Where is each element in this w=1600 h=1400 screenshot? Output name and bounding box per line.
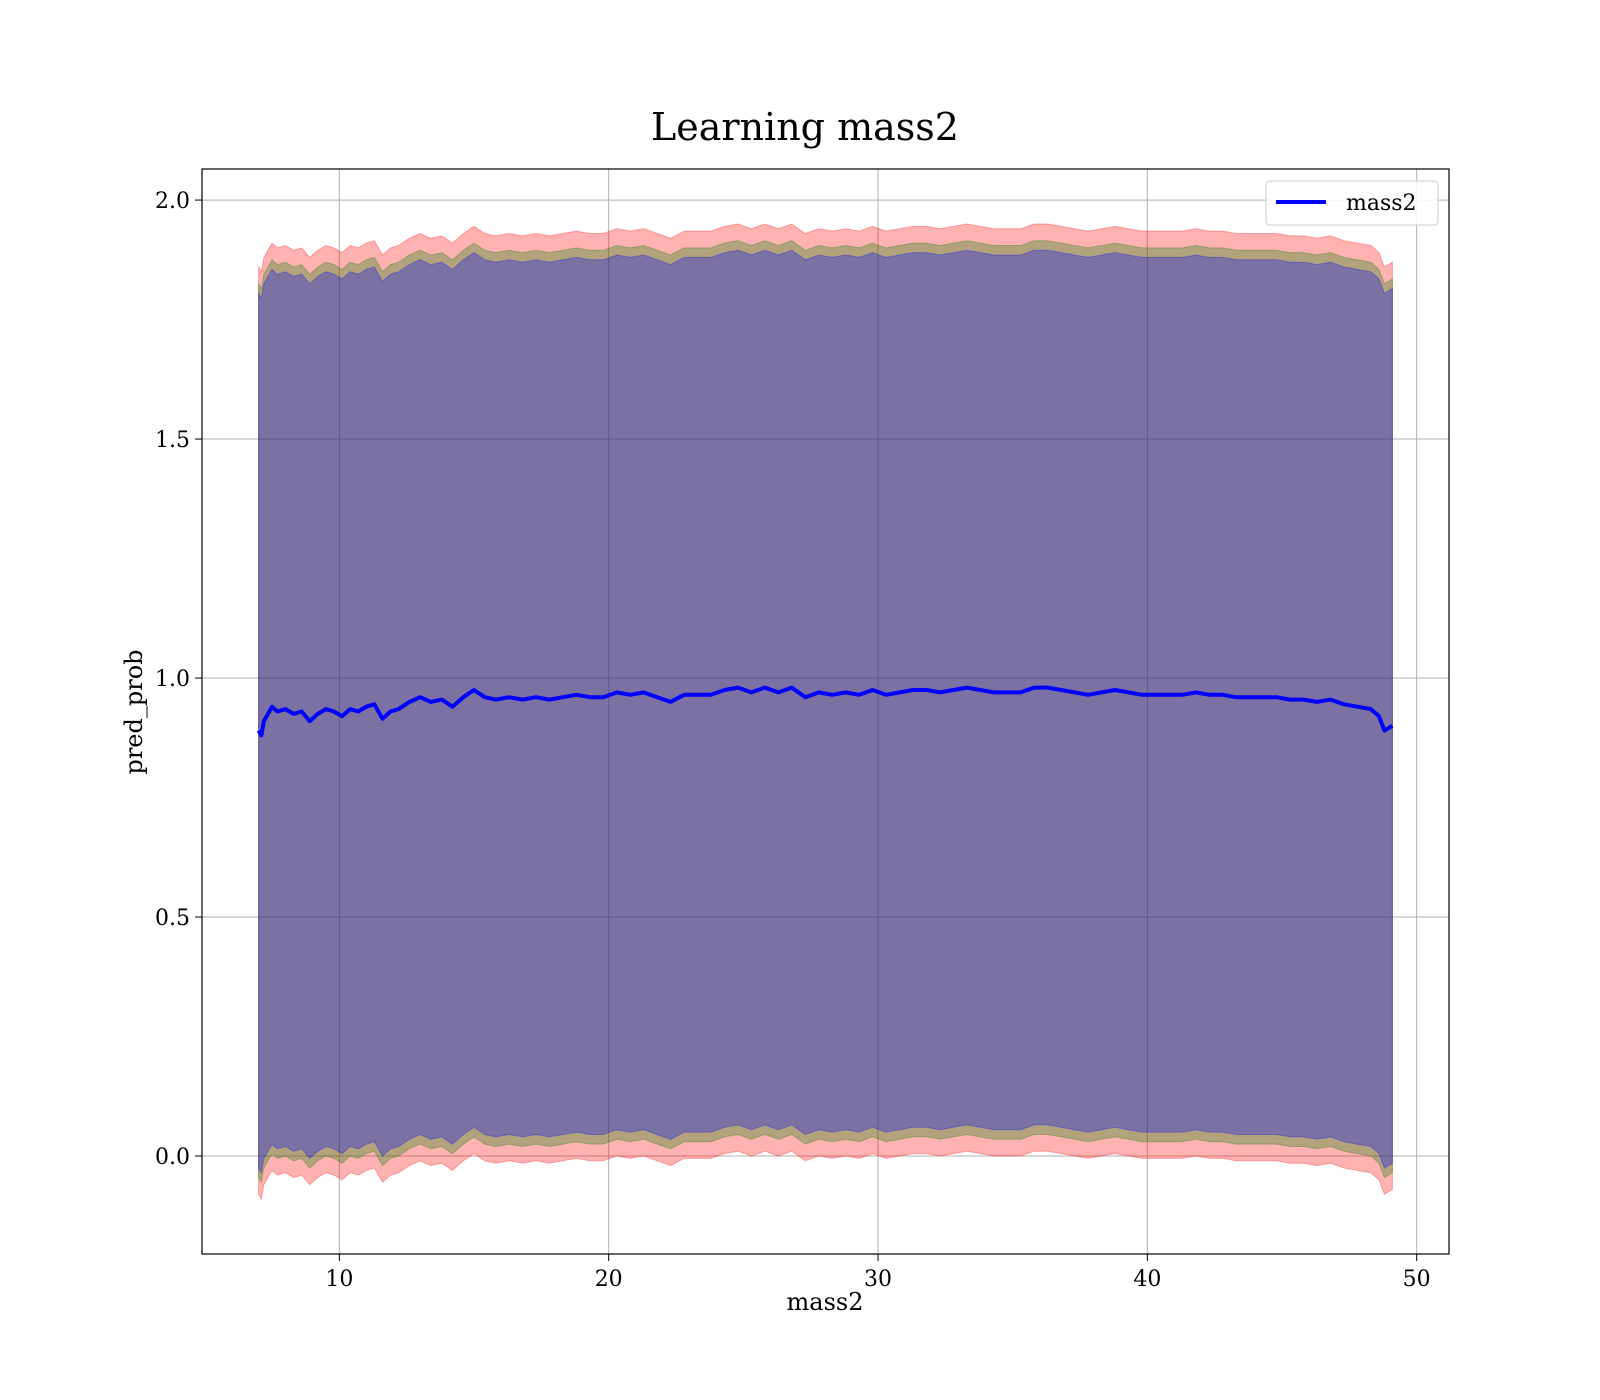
legend-label-mass2: mass2: [1346, 191, 1417, 216]
y-tick-label: 0.5: [155, 906, 190, 931]
y-tick-label: 1.0: [155, 667, 190, 692]
confidence-band-1: [258, 240, 1393, 1184]
grid: [202, 169, 1449, 1254]
x-tick-label: 40: [1133, 1267, 1161, 1292]
x-tick-label: 20: [595, 1267, 623, 1292]
x-tick-label: 30: [864, 1267, 892, 1292]
legend: mass2: [1265, 180, 1439, 226]
y-tick-label: 1.5: [155, 428, 190, 453]
y-tick-label: 2.0: [155, 189, 190, 214]
y-tick-label: 0.0: [155, 1145, 190, 1170]
y-axis-label: pred_prob: [120, 649, 148, 774]
legend-box: [1265, 180, 1439, 226]
plot-area-frame: [201, 168, 1450, 1255]
x-tick-label: 10: [325, 1267, 353, 1292]
chart-title: Learning mass2: [651, 105, 959, 149]
axis-ticks: 10 20 30 40 50 0.0 0.5 1.0 1.5 2.0: [155, 189, 1431, 1292]
series-line-mass2: [256, 685, 1394, 738]
x-tick-label: 50: [1403, 1267, 1431, 1292]
confidence-band-0: [258, 223, 1393, 1201]
series-lines: [256, 685, 1394, 738]
confidence-bands: [258, 223, 1393, 1201]
x-axis-label: mass2: [787, 1288, 864, 1316]
confidence-band-2: [258, 249, 1393, 1175]
